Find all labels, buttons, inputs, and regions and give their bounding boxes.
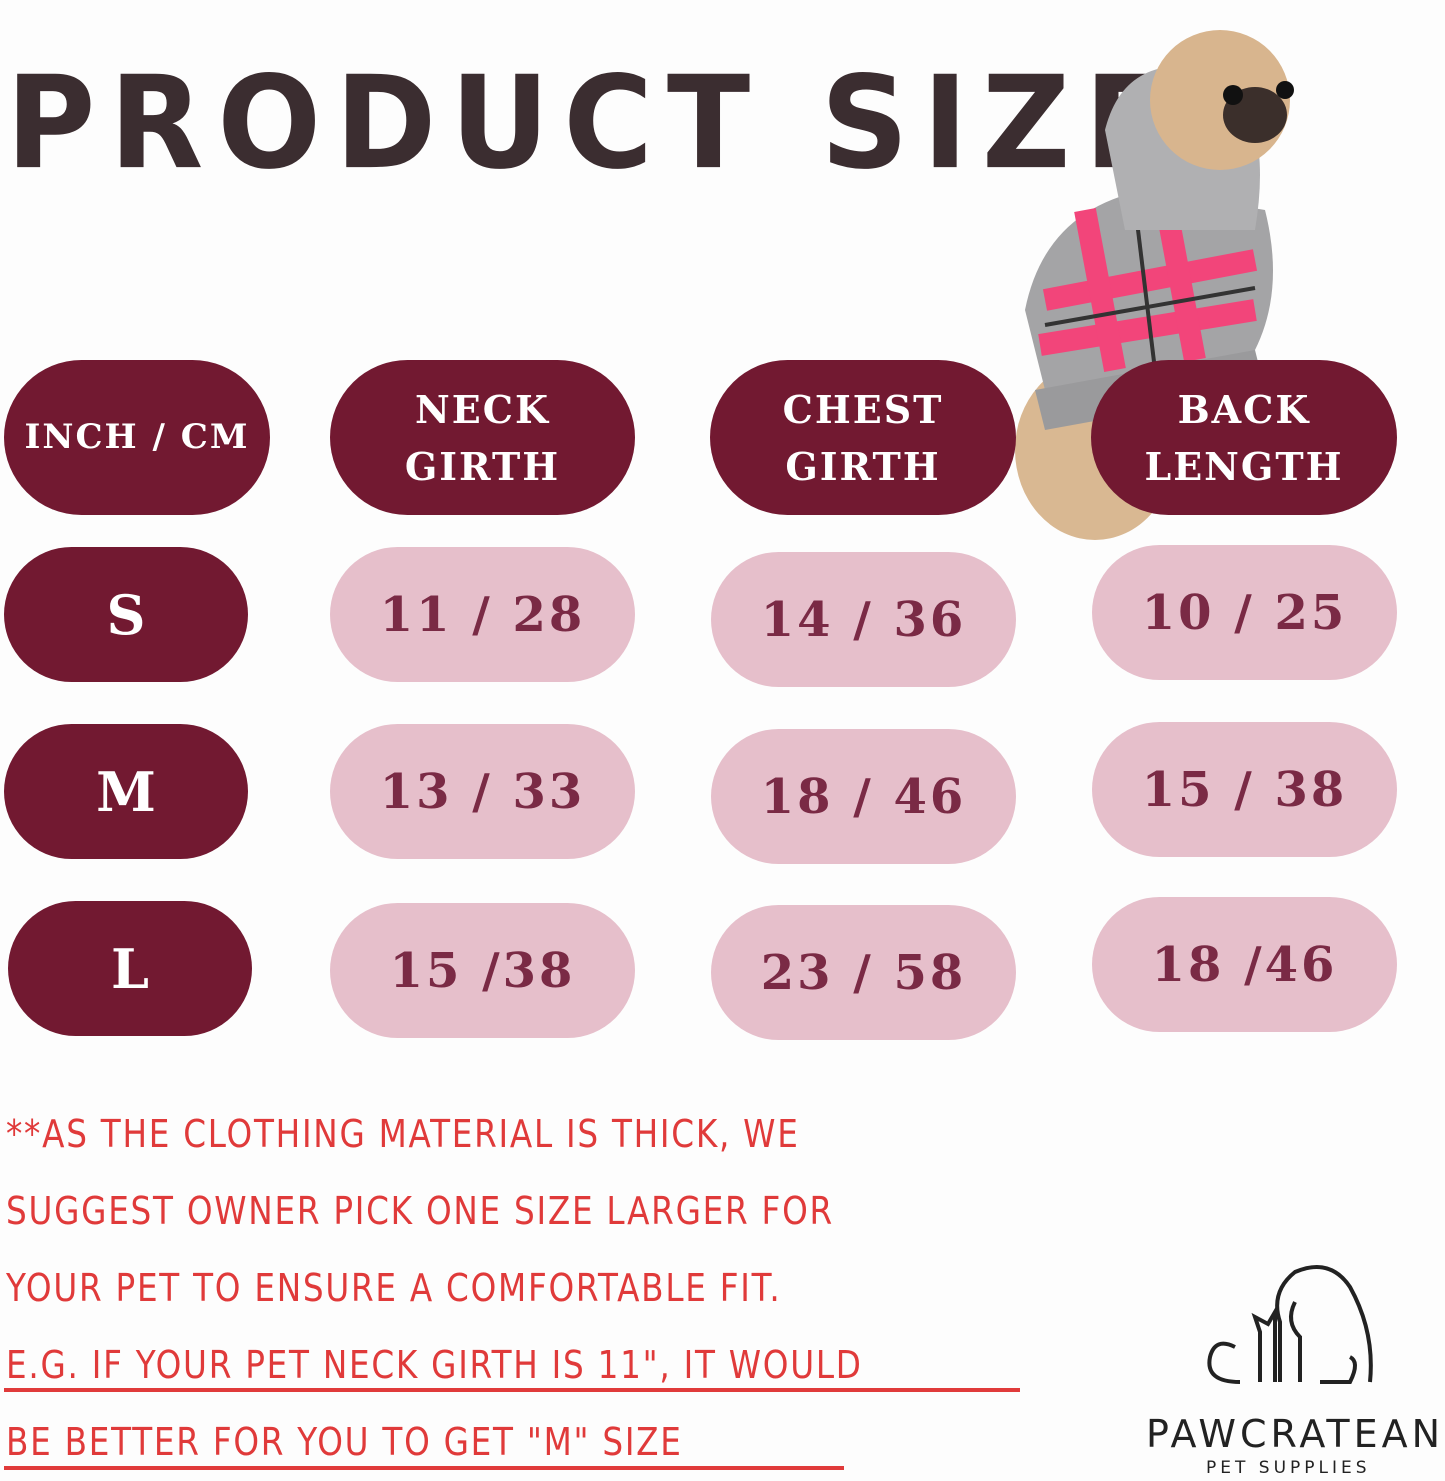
header-back-line1: BACK	[1177, 386, 1311, 432]
page-title: PRODUCT SIZE	[6, 48, 1182, 198]
cell-m-back: 15 / 38	[1092, 722, 1397, 857]
size-label-m: M	[4, 724, 248, 859]
header-neck-girth: NECK GIRTH	[330, 360, 635, 515]
size-label-l: L	[8, 901, 252, 1036]
brand-tagline: PET SUPPLIES	[1206, 1458, 1371, 1478]
note-line-1: **AS THE CLOTHING MATERIAL IS THICK, WE	[6, 1112, 800, 1156]
cell-s-neck: 11 / 28	[330, 547, 635, 682]
header-neck-line2: GIRTH	[404, 443, 561, 489]
cell-m-neck: 13 / 33	[330, 724, 635, 859]
note-underline-5	[4, 1466, 844, 1470]
header-chest-line1: CHEST	[782, 386, 944, 432]
cell-m-chest: 18 / 46	[711, 729, 1016, 864]
cell-l-chest: 23 / 58	[711, 905, 1016, 1040]
header-chest-girth: CHEST GIRTH	[710, 360, 1016, 515]
brand-name: PAWCRATEAN	[1146, 1412, 1445, 1456]
header-neck-line1: NECK	[415, 386, 550, 432]
size-label-s: S	[4, 547, 248, 682]
brand-logo-icon	[1207, 1265, 1373, 1384]
note-line-3: YOUR PET TO ENSURE A COMFORTABLE FIT.	[6, 1266, 782, 1310]
header-back-length: BACK LENGTH	[1091, 360, 1397, 515]
cell-l-neck: 15 /38	[330, 903, 635, 1038]
header-unit: INCH / CM	[4, 360, 270, 515]
cell-l-back: 18 /46	[1092, 897, 1397, 1032]
cell-s-back: 10 / 25	[1092, 545, 1397, 680]
note-line-2: SUGGEST OWNER PICK ONE SIZE LARGER FOR	[6, 1189, 834, 1233]
note-line-5: BE BETTER FOR YOU TO GET "M" SIZE	[6, 1420, 683, 1464]
header-back-line2: LENGTH	[1144, 443, 1344, 489]
note-underline-4	[4, 1388, 1020, 1392]
note-line-4: E.G. IF YOUR PET NECK GIRTH IS 11", IT W…	[6, 1343, 863, 1387]
cell-s-chest: 14 / 36	[711, 552, 1016, 687]
header-chest-line2: GIRTH	[785, 443, 941, 489]
